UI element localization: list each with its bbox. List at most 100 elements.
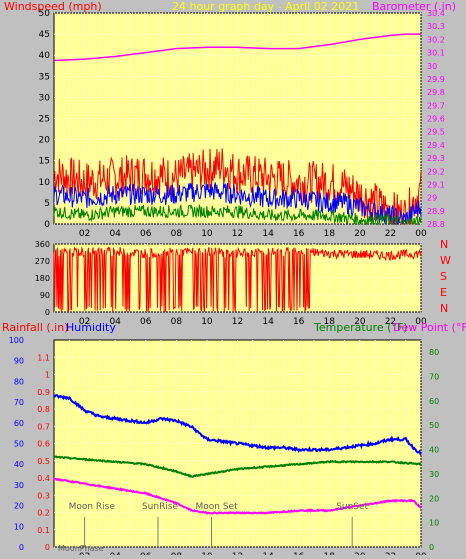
wind-x-tick-label: 08 [171, 229, 183, 239]
humidity-y-tick-label: 40 [14, 460, 24, 469]
direction-x-tick-label: 18 [324, 317, 336, 327]
humidity-y-tick-label: 30 [14, 481, 24, 490]
barometer-y-tick-label: 30 [427, 62, 437, 71]
direction-y-tick-label: 90 [40, 291, 50, 300]
rainfall-y-tick-label: 1.1 [37, 353, 50, 362]
humidity-y-tick-label: 70 [14, 398, 24, 407]
barometer-y-tick-label: 29.2 [427, 167, 445, 176]
wind-series-layer [53, 148, 422, 226]
wind-average-line [53, 182, 422, 226]
direction-letter-4: N [440, 302, 448, 315]
barometer-y-tick-label: 30.1 [427, 49, 445, 58]
direction-y-tick-label: 270 [35, 257, 50, 266]
event-marker-label: Moon Set [196, 502, 239, 512]
wind-x-tick-label: 22 [385, 229, 396, 239]
humidity-y-tick-label: 50 [14, 440, 24, 449]
wind-x-tick-label: 20 [354, 229, 366, 239]
direction-x-tick-label: 08 [171, 317, 183, 327]
barometer-y-tick-label: 29.8 [427, 88, 445, 97]
wind-x-tick-label: 00 [415, 229, 427, 239]
barometer-y-tick-label: 29.1 [427, 180, 445, 189]
wind-y-tick-label: 15 [39, 157, 50, 167]
direction-letter-0: N [440, 238, 448, 251]
direction-letter-3: E [440, 286, 447, 299]
temperature-y-tick-label: 10 [429, 519, 439, 528]
wind-y-tick-label: 10 [39, 178, 51, 188]
barometer-y-tick-label: 30.4 [427, 9, 445, 18]
wind-x-tick-label: 16 [293, 229, 305, 239]
event-markers: Moon Rise SunRise Moon Set SunSet MoonPhase [58, 502, 369, 553]
wind-gust-line [53, 148, 422, 226]
wind-y-tick-label: 25 [39, 115, 50, 125]
wind-y-tick-label: 35 [39, 72, 50, 82]
direction-x-tick-label: 20 [354, 317, 366, 327]
barometer-y-tick-label: 30.3 [427, 22, 445, 31]
direction-x-tick-label: 12 [232, 317, 243, 327]
temperature-y-tick-label: 0 [429, 543, 434, 552]
temperature-y-tick-label: 40 [429, 446, 439, 455]
barometer-y-tick-label: 29.3 [427, 154, 445, 163]
barometer-y-tick-label: 30.2 [427, 35, 445, 44]
event-marker-label: SunRise [142, 502, 179, 512]
event-marker-label: SunSet [336, 502, 368, 512]
barometer-y-tick-label: 28.9 [427, 207, 445, 216]
direction-letter-1: W [440, 254, 451, 267]
humidity-y-tick-label: 20 [14, 502, 24, 511]
direction-x-tick-label: 14 [262, 317, 274, 327]
wind-x-tick-label: 06 [140, 229, 152, 239]
wind-y-tick-label: 50 [39, 9, 51, 19]
humidity-y-tick-label: 90 [14, 357, 24, 366]
direction-y-tick-label: 0 [45, 308, 50, 317]
humidity-y-tick-label: 80 [14, 377, 24, 386]
wind-low-line [53, 203, 422, 226]
temperature-line [53, 455, 422, 478]
direction-x-tick-label: 04 [109, 317, 121, 327]
temperature-y-tick-label: 20 [429, 494, 439, 503]
temperature-y-tick-label: 30 [429, 470, 439, 479]
wind-axis-label: Windspeed (mph) [4, 0, 102, 13]
wind-y-tick-label: 45 [39, 30, 50, 40]
rainfall-y-tick-label: 0.5 [37, 457, 50, 466]
barometer-series-layer [53, 33, 421, 62]
temperature-axis-label: Temperature (°F) [313, 321, 408, 334]
direction-x-tick-label: 10 [201, 317, 213, 327]
rainfall-y-tick-label: 0.3 [37, 491, 50, 500]
wind-baro-grid [54, 12, 422, 225]
temperature-y-tick-label: 70 [429, 373, 439, 382]
barometer-y-tick-label: 29.6 [427, 115, 445, 124]
wind-y-tick-label: 20 [39, 136, 51, 146]
wind-y-tick-label: 5 [44, 199, 50, 209]
barometer-y-tick-label: 29.4 [427, 141, 445, 150]
humidity-line [53, 394, 422, 456]
wind-x-tick-label: 04 [109, 229, 121, 239]
direction-letter-2: S [440, 270, 447, 283]
rainfall-axis-label: Rainfall (.in) [2, 321, 69, 334]
rainfall-y-tick-label: 0.1 [37, 526, 50, 535]
barometer-y-tick-label: 28.8 [427, 220, 445, 229]
humidity-y-tick-label: 100 [9, 336, 24, 345]
barometer-y-tick-label: 29.7 [427, 101, 445, 110]
wind-y-tick-label: 40 [39, 51, 51, 61]
rainfall-y-tick-label: 0.2 [37, 509, 50, 518]
direction-y-tick-label: 360 [35, 240, 50, 249]
barometer-y-tick-label: 29 [427, 194, 437, 203]
wind-y-tick-label: 0 [44, 220, 50, 230]
wind-baro-axes: 02 04 06 08 10 12 14 16 18 20 22 000510152025303540… [39, 9, 445, 239]
humidity-y-tick-label: 10 [14, 522, 24, 531]
direction-x-tick-label: 00 [415, 317, 427, 327]
wind-x-tick-label: 18 [324, 229, 336, 239]
temp-humidity-series-layer [53, 394, 422, 515]
dewpoint-line [53, 477, 422, 515]
barometer-line [53, 33, 421, 62]
barometer-axis-label: Barometer (.in) [372, 0, 456, 13]
barometer-y-tick-label: 29.9 [427, 75, 445, 84]
rainfall-y-tick-label: 0.7 [37, 422, 50, 431]
wind-x-tick-label: 10 [201, 229, 213, 239]
direction-x-tick-label: 02 [79, 317, 90, 327]
humidity-y-tick-label: 60 [14, 419, 24, 428]
direction-series-layer [53, 246, 422, 313]
temperature-y-tick-label: 80 [429, 348, 439, 357]
wind-x-tick-label: 12 [232, 229, 243, 239]
